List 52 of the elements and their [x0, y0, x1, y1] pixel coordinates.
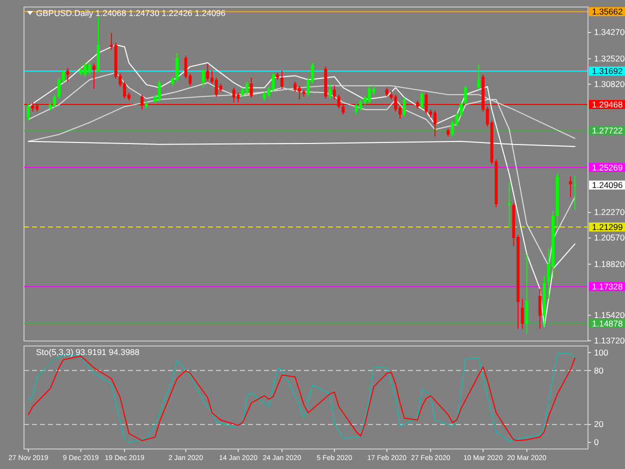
candlestick — [520, 298, 524, 330]
candlestick — [328, 83, 332, 100]
y-tick-label: 100 — [594, 347, 608, 358]
candlestick — [402, 97, 406, 117]
candlestick — [538, 288, 542, 330]
candlestick — [569, 176, 572, 198]
y-tick-label: 1.15420 — [594, 310, 625, 320]
y-tick-label: 80 — [594, 365, 604, 376]
y-tick-label: 0 — [594, 437, 599, 448]
candlestick — [250, 77, 253, 98]
ref-line-label: 1.21299 — [592, 222, 623, 232]
candlestick — [433, 110, 436, 137]
line-series — [28, 44, 576, 328]
candlestick — [66, 67, 70, 82]
ref-line-label: 1.35662 — [592, 6, 623, 17]
candlestick — [298, 85, 301, 100]
candlestick — [460, 101, 463, 117]
y-tick-label: 1.13720 — [594, 335, 625, 346]
candlestick — [354, 103, 358, 116]
candlestick — [294, 81, 297, 92]
candlestick — [477, 64, 480, 90]
text: 1.24096 — [592, 180, 623, 190]
y-tick-label: 1.32520 — [594, 53, 625, 64]
y-tick-label: 1.22270 — [594, 207, 625, 218]
ref-line-label: 1.31692 — [592, 66, 623, 76]
ref-line-label: 1.14878 — [592, 318, 623, 328]
candlestick — [359, 99, 362, 112]
y-tick-label: 1.20570 — [594, 232, 625, 243]
candlestick — [464, 85, 468, 106]
candlestick — [214, 77, 218, 98]
candlestick — [508, 182, 511, 228]
ref-line-label: 1.27722 — [592, 126, 623, 136]
candlestick — [280, 70, 284, 90]
candlestick — [84, 62, 87, 78]
y-tick-label: 1.34270 — [594, 27, 625, 38]
candlestick — [26, 103, 30, 122]
candlestick — [184, 55, 188, 80]
ref-line-label: 1.29468 — [592, 99, 623, 110]
candlestick — [573, 175, 576, 211]
y-tick-label: 1.18820 — [594, 258, 625, 269]
y-tick-label: 20 — [594, 419, 604, 430]
candlestick — [206, 63, 210, 82]
ref-line-label: 1.17328 — [592, 282, 623, 292]
candlestick — [202, 68, 205, 88]
candlestick — [420, 91, 424, 110]
candlestick — [525, 254, 528, 334]
candlestick — [272, 72, 275, 92]
y-tick-label: 1.30820 — [594, 78, 625, 89]
candlestick — [245, 81, 248, 96]
chart-title: Sto(5,3,3) 93.9191 94.3988 — [36, 346, 140, 357]
ref-line-label: 1.25269 — [592, 162, 623, 172]
candlestick — [332, 85, 336, 100]
